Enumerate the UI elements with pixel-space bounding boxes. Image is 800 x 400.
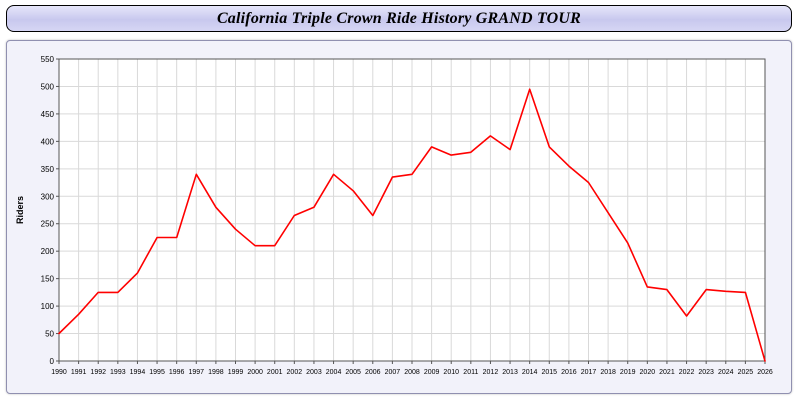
y-tick-label: 150 [41,275,55,284]
riders-series-line [58,88,766,362]
riders-line-chart: 0 50 100 150 200 250 300 350 400 450 500 550 1990 199… [15,55,773,376]
y-tick-label: 500 [41,82,55,91]
chart-title: California Triple Crown Ride History GRA… [216,9,582,27]
x-tick-label: 1997 [188,369,204,376]
x-tick-label: 2024 [718,369,734,376]
x-tick-label: 1991 [71,369,87,376]
x-tick-label: 1996 [169,369,185,376]
x-tick-label: 2026 [757,369,773,376]
x-tick-label: 2001 [267,369,283,376]
x-tick-label: 2002 [287,369,303,376]
x-tick-label: 1990 [51,369,67,376]
y-tick-label: 0 [50,357,55,366]
y-tick-label: 250 [41,220,55,229]
x-tick-label: 2006 [365,369,381,376]
x-tick-label: 2013 [502,369,518,376]
x-tick-label: 2009 [424,369,440,376]
chart-panel: 0 50 100 150 200 250 300 350 400 450 500 550 1990 199… [6,40,792,394]
x-tick-label: 1995 [149,369,165,376]
y-tick-label: 550 [41,55,55,64]
y-tick-label: 200 [41,247,55,256]
x-tick-label: 2021 [659,369,675,376]
x-tick-label: 2007 [385,369,401,376]
x-tick-label: 2003 [306,369,322,376]
x-tick-label: 1999 [228,369,244,376]
x-tick-label: 2000 [247,369,263,376]
x-tick-label: 2017 [581,369,597,376]
x-tick-label: 1998 [208,369,224,376]
x-tick-label: 2022 [679,369,695,376]
x-tick-label: 2016 [561,369,577,376]
chart-title-bar: California Triple Crown Ride History GRA… [6,5,792,32]
x-tick-label: 2018 [600,369,616,376]
x-tick-label: 2012 [483,369,499,376]
x-tick-label: 2005 [345,369,361,376]
x-tick-label: 2011 [463,369,478,376]
x-tick-label: 2015 [541,369,557,376]
x-tick-label: 2025 [738,369,754,376]
x-tick-label: 2008 [404,369,420,376]
y-tick-label: 300 [41,192,55,201]
y-tick-label: 400 [41,137,55,146]
x-tick-label: 2010 [443,369,459,376]
y-tick-label: 50 [45,330,54,339]
x-tick-label: 2019 [620,369,636,376]
x-tick-label: 2020 [640,369,656,376]
x-tick-label: 1994 [130,369,146,376]
x-tick-label: 2004 [326,369,342,376]
y-tick-label: 100 [41,302,55,311]
y-tick-label: 450 [41,110,55,119]
x-tick-label: 1992 [90,369,106,376]
y-axis-label: Riders [15,196,25,224]
x-tick-label: 2014 [522,369,538,376]
y-tick-label: 350 [41,165,55,174]
x-tick-label: 1993 [110,369,126,376]
x-tick-label: 2023 [698,369,714,376]
